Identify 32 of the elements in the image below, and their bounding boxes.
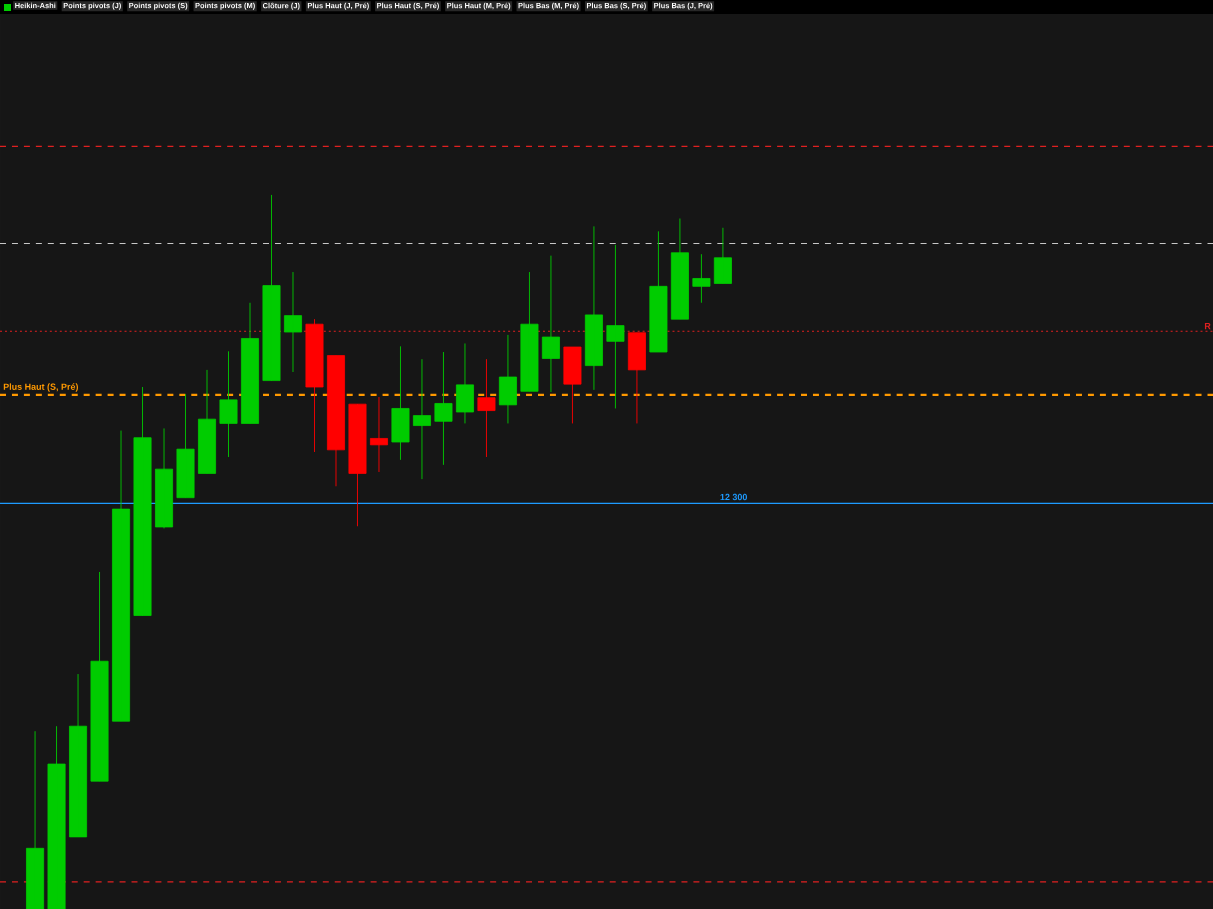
candlestick [606, 244, 625, 409]
candlestick [326, 355, 345, 487]
candlestick [47, 725, 66, 909]
candlestick [563, 346, 582, 424]
candlestick [90, 571, 109, 782]
annotation: 12 300 [720, 493, 747, 501]
ref-line-label: Plus Haut (S, Pré) [3, 383, 78, 392]
ref-line-label: R [1204, 322, 1211, 330]
candlestick [391, 345, 410, 461]
candlestick [541, 255, 560, 393]
candlestick [477, 358, 496, 458]
candlestick [649, 230, 668, 353]
candlestick [498, 334, 517, 424]
candlestick [412, 358, 431, 480]
candlestick [284, 271, 302, 373]
candlestick [455, 343, 474, 424]
candlestick [369, 396, 388, 473]
candlestick [133, 386, 152, 616]
candlestick [434, 351, 453, 466]
candlestick [520, 271, 539, 392]
candlestick [262, 194, 281, 382]
candlestick [670, 218, 689, 320]
candlestick [627, 332, 646, 424]
candlestick [348, 403, 367, 527]
candlestick [198, 369, 217, 474]
candlestick [305, 318, 324, 453]
candlestick [692, 253, 711, 304]
candlestick [713, 227, 732, 284]
candlestick [584, 225, 603, 391]
candlestick [176, 393, 195, 499]
candlestick [219, 350, 238, 458]
candlestick [155, 427, 174, 529]
